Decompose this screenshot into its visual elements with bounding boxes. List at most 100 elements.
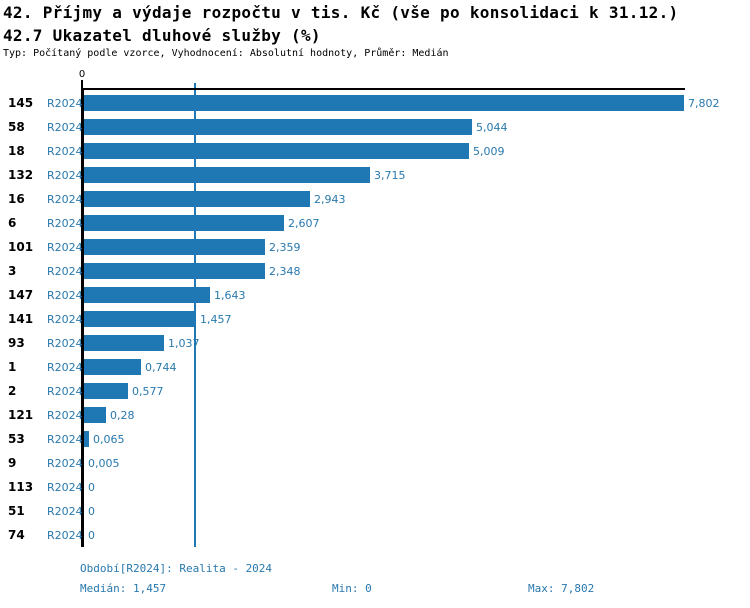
row-period-label: R2024 bbox=[47, 480, 83, 494]
bar-track: 5,009 bbox=[84, 139, 750, 163]
bar-value-label: 0 bbox=[88, 528, 95, 542]
row-id-label: 18 bbox=[8, 144, 25, 158]
bar-row: 3 R2024 2,348 bbox=[0, 259, 750, 283]
bar-row: 9 R2024 0,005 bbox=[0, 451, 750, 475]
chart-meta-info: Typ: Počítaný podle vzorce, Vyhodnocení:… bbox=[3, 48, 449, 59]
bar-value-label: 0,065 bbox=[93, 432, 125, 446]
row-id-label: 53 bbox=[8, 432, 25, 446]
bar-row: 74 R2024 0 bbox=[0, 523, 750, 547]
bar-row: 58 R2024 5,044 bbox=[0, 115, 750, 139]
row-id-label: 113 bbox=[8, 480, 34, 494]
bar-row: 2 R2024 0,577 bbox=[0, 379, 750, 403]
bar-value-label: 0 bbox=[88, 504, 95, 518]
bar-row: 6 R2024 2,607 bbox=[0, 211, 750, 235]
bar-value-label: 0,28 bbox=[110, 408, 135, 422]
row-period-label: R2024 bbox=[47, 504, 83, 518]
bar-track: 0,005 bbox=[84, 451, 750, 475]
chart-subtitle: 42.7 Ukazatel dluhové služby (%) bbox=[3, 26, 321, 45]
bar-track: 0,577 bbox=[84, 379, 750, 403]
bar bbox=[84, 167, 370, 183]
row-period-label: R2024 bbox=[47, 192, 83, 206]
bar bbox=[84, 119, 472, 135]
bar-value-label: 0 bbox=[88, 480, 95, 494]
footer-min: Min: 0 bbox=[332, 582, 372, 595]
bar-value-label: 0,744 bbox=[145, 360, 177, 374]
row-period-label: R2024 bbox=[47, 336, 83, 350]
bar-row: 93 R2024 1,037 bbox=[0, 331, 750, 355]
bar-value-label: 5,009 bbox=[473, 144, 505, 158]
bar-row: 113 R2024 0 bbox=[0, 475, 750, 499]
row-id-label: 93 bbox=[8, 336, 25, 350]
bar-track: 1,643 bbox=[84, 283, 750, 307]
x-axis-tick-label-zero: 0 bbox=[78, 69, 86, 80]
row-period-label: R2024 bbox=[47, 240, 83, 254]
bar bbox=[84, 407, 106, 423]
bar-value-label: 3,715 bbox=[374, 168, 406, 182]
row-id-label: 9 bbox=[8, 456, 17, 470]
chart-title: 42. Příjmy a výdaje rozpočtu v tis. Kč (… bbox=[3, 3, 679, 22]
bar-value-label: 2,348 bbox=[269, 264, 301, 278]
x-axis-line bbox=[81, 88, 685, 90]
bar-value-label: 1,643 bbox=[214, 288, 246, 302]
bar-row: 1 R2024 0,744 bbox=[0, 355, 750, 379]
bar bbox=[84, 431, 89, 447]
bar-value-label: 7,802 bbox=[688, 96, 720, 110]
bar bbox=[84, 383, 128, 399]
row-id-label: 132 bbox=[8, 168, 34, 182]
row-period-label: R2024 bbox=[47, 264, 83, 278]
bar-value-label: 2,359 bbox=[269, 240, 301, 254]
bar bbox=[84, 95, 684, 111]
row-id-label: 74 bbox=[8, 528, 25, 542]
bar bbox=[84, 335, 164, 351]
bar bbox=[84, 143, 469, 159]
row-id-label: 141 bbox=[8, 312, 34, 326]
footer-max: Max: 7,802 bbox=[528, 582, 595, 595]
row-id-label: 16 bbox=[8, 192, 25, 206]
row-period-label: R2024 bbox=[47, 120, 83, 134]
bar-value-label: 1,037 bbox=[168, 336, 200, 350]
row-period-label: R2024 bbox=[47, 168, 83, 182]
bar-rows: 145 R2024 7,802 58 R2024 5,044 18 R2024 5,009 132… bbox=[0, 91, 750, 547]
bar-row: 132 R2024 3,715 bbox=[0, 163, 750, 187]
row-id-label: 51 bbox=[8, 504, 25, 518]
bar-value-label: 2,607 bbox=[288, 216, 320, 230]
bar-track: 5,044 bbox=[84, 115, 750, 139]
bar bbox=[84, 191, 310, 207]
row-id-label: 121 bbox=[8, 408, 34, 422]
bar-row: 141 R2024 1,457 bbox=[0, 307, 750, 331]
row-period-label: R2024 bbox=[47, 216, 83, 230]
bar-row: 121 R2024 0,28 bbox=[0, 403, 750, 427]
bar bbox=[84, 263, 265, 279]
bar-track: 0 bbox=[84, 523, 750, 547]
bar-track: 0,28 bbox=[84, 403, 750, 427]
bar-track: 2,359 bbox=[84, 235, 750, 259]
bar-value-label: 0,577 bbox=[132, 384, 164, 398]
bar-track: 7,802 bbox=[84, 91, 750, 115]
row-period-label: R2024 bbox=[47, 288, 83, 302]
row-period-label: R2024 bbox=[47, 144, 83, 158]
footer-period-info: Období[R2024]: Realita - 2024 bbox=[80, 562, 273, 575]
row-period-label: R2024 bbox=[47, 384, 83, 398]
row-period-label: R2024 bbox=[47, 360, 83, 374]
x-axis-tick-mark bbox=[81, 80, 83, 88]
row-period-label: R2024 bbox=[47, 456, 83, 470]
bar-value-label: 0,005 bbox=[88, 456, 120, 470]
row-id-label: 6 bbox=[8, 216, 17, 230]
bar-track: 2,607 bbox=[84, 211, 750, 235]
footer-median: Medián: 1,457 bbox=[80, 582, 167, 595]
bar-row: 147 R2024 1,643 bbox=[0, 283, 750, 307]
bar-track: 1,037 bbox=[84, 331, 750, 355]
bar-row: 101 R2024 2,359 bbox=[0, 235, 750, 259]
bar bbox=[84, 215, 284, 231]
row-period-label: R2024 bbox=[47, 96, 83, 110]
row-period-label: R2024 bbox=[47, 528, 83, 542]
row-period-label: R2024 bbox=[47, 432, 83, 446]
row-id-label: 58 bbox=[8, 120, 25, 134]
row-id-label: 101 bbox=[8, 240, 34, 254]
bar-row: 51 R2024 0 bbox=[0, 499, 750, 523]
bar bbox=[84, 311, 196, 327]
bar-value-label: 5,044 bbox=[476, 120, 508, 134]
bar-value-label: 1,457 bbox=[200, 312, 232, 326]
bar-row: 16 R2024 2,943 bbox=[0, 187, 750, 211]
row-id-label: 147 bbox=[8, 288, 34, 302]
